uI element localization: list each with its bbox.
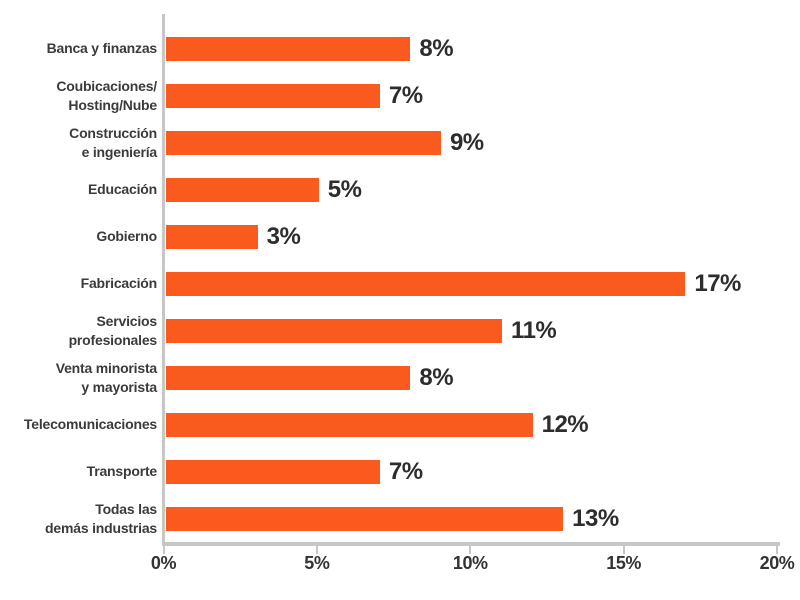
value-label: 7%	[388, 457, 423, 485]
bar	[166, 459, 380, 484]
value-label: 13%	[572, 504, 619, 532]
value-label: 12%	[541, 410, 589, 438]
bar	[166, 130, 441, 155]
bar	[166, 365, 411, 390]
bar-track: 12%	[166, 401, 777, 448]
x-tick-label: 0%	[150, 553, 177, 573]
x-tick-mark	[469, 546, 472, 554]
value-label: 8%	[419, 34, 454, 62]
bar-track: 5%	[166, 166, 777, 213]
value-label: 9%	[449, 128, 484, 156]
category-label: Gobierno	[96, 228, 157, 245]
value-label: 3%	[266, 222, 301, 250]
bar	[166, 36, 411, 61]
bar-track: 11%	[166, 307, 777, 354]
bar-track: 8%	[166, 25, 777, 72]
bar-row: Coubicaciones/ Hosting/Nube 7%	[0, 72, 777, 119]
bar-row: Venta minorista y mayorista 8%	[0, 354, 777, 401]
bar	[166, 271, 686, 296]
category-label: Telecomunicaciones	[23, 416, 157, 433]
category-label: Transporte	[86, 463, 158, 480]
category-label: Banca y finanzas	[46, 40, 158, 57]
bar	[166, 83, 380, 108]
bar-row: Fabricación 17%	[0, 260, 777, 307]
y-axis-line	[162, 14, 165, 543]
bar-track: 8%	[166, 354, 777, 401]
bar-row: Banca y finanzas 8%	[0, 25, 777, 72]
category-label: Venta minorista y mayorista	[55, 360, 157, 395]
category-label: Servicios profesionales	[68, 313, 158, 348]
bar-row: Educación 5%	[0, 166, 777, 213]
bar-track: 17%	[166, 260, 777, 307]
bar-track: 9%	[166, 119, 777, 166]
value-label: 8%	[419, 363, 454, 391]
bar-track: 7%	[166, 448, 777, 495]
x-tick-label: 15%	[606, 553, 642, 573]
chart-rows: Banca y finanzas 8% Coubicaciones/ Hosting…	[0, 25, 777, 542]
category-label: Fabricación	[80, 275, 158, 292]
bar-row: Transporte 7%	[0, 448, 777, 495]
value-label: 11%	[511, 316, 557, 344]
category-label: Educación	[88, 181, 157, 198]
bar	[166, 177, 319, 202]
bar-track: 13%	[166, 495, 777, 542]
category-label: Coubicaciones/ Hosting/Nube	[56, 78, 157, 113]
bar-track: 7%	[166, 72, 777, 119]
value-label: 7%	[388, 81, 423, 109]
category-label: Construcción e ingeniería	[69, 125, 157, 160]
bar-row: Todas las demás industrias 13%	[0, 495, 777, 542]
x-axis-ticks: 0% 5% 10% 15% 20%	[151, 542, 795, 592]
bar-row: Telecomunicaciones 12%	[0, 401, 777, 448]
value-label: 5%	[327, 175, 362, 203]
bar	[166, 318, 503, 343]
x-tick-mark	[622, 546, 625, 554]
bar-row: Servicios profesionales 11%	[0, 307, 777, 354]
x-tick-mark	[776, 546, 778, 554]
bar	[166, 506, 564, 531]
bar	[166, 412, 533, 437]
x-axis-line	[162, 542, 780, 546]
category-label: Todas las demás industrias	[45, 501, 157, 536]
x-tick-label: 10%	[452, 553, 488, 573]
bar	[166, 224, 258, 249]
x-tick-label: 20%	[759, 553, 795, 573]
bar-row: Construcción e ingeniería 9%	[0, 119, 777, 166]
bar-row: Gobierno 3%	[0, 213, 777, 260]
x-tick-mark	[162, 546, 165, 554]
value-label: 17%	[694, 269, 741, 297]
x-tick-mark	[315, 546, 318, 554]
bar-track: 3%	[166, 213, 777, 260]
x-tick-label: 5%	[304, 553, 330, 573]
